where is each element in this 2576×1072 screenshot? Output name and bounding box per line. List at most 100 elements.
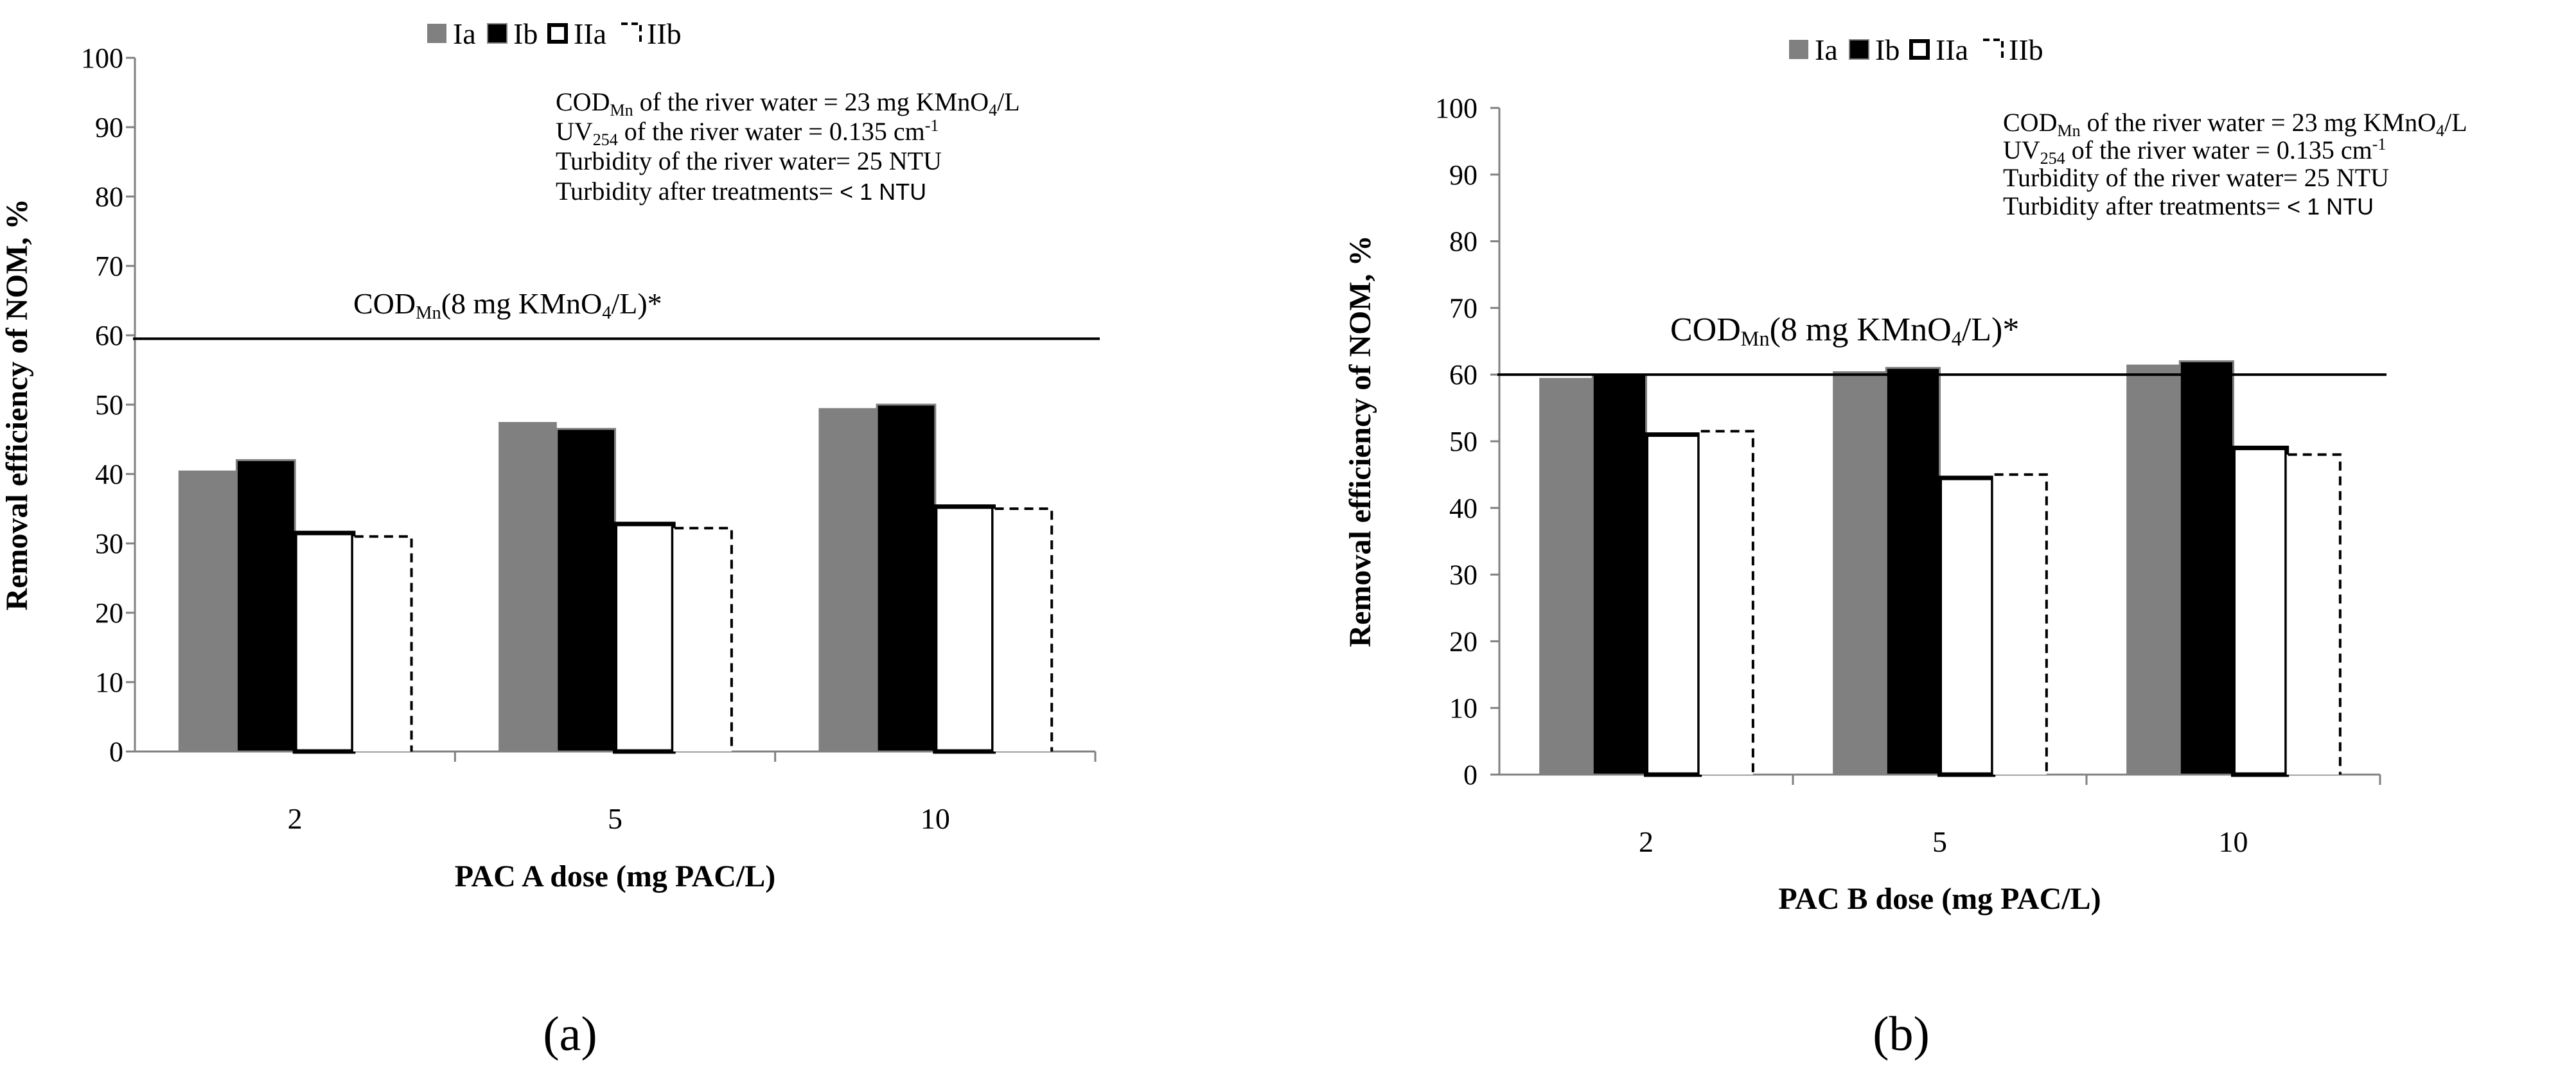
y-tick-label: 0 <box>1463 759 1478 791</box>
y-axis-title: Removal efficiency of NOM, % <box>0 198 34 610</box>
y-tick-label: 50 <box>95 389 123 421</box>
annotation-uv: UV254 of the river water = 0.135 cm-1 <box>556 116 939 149</box>
ann-text: UV <box>556 117 593 146</box>
bar-outline-IIb-2 <box>1700 430 1754 775</box>
bar-Ib-5 <box>556 428 617 753</box>
ref-label-text: (8 mg KMnO <box>1770 312 1952 348</box>
x-tick-label: 5 <box>608 802 622 835</box>
bar-outline-IIb-2 <box>354 535 413 751</box>
x-tick-label: 10 <box>921 802 950 835</box>
ann-text: of the river water = 23 mg KMnO <box>2081 108 2437 137</box>
x-tick-label: 2 <box>288 802 303 835</box>
bar-IIa-10 <box>933 504 996 754</box>
y-tick-label: 40 <box>95 459 123 490</box>
legend-swatch-IIb <box>1983 39 2004 59</box>
ann-sub: Mn <box>2057 121 2080 140</box>
legend-swatch-Ib <box>1849 39 1869 60</box>
x-tick-label: 10 <box>2219 825 2248 858</box>
x-axis-title: PAC B dose (mg PAC/L) <box>1778 882 2101 916</box>
annotation-turbidity-after: Turbidity after treatments= < 1 NTU <box>556 177 926 206</box>
legend-swatch-IIa <box>547 23 568 44</box>
legend-swatch-Ia <box>1789 40 1808 59</box>
ann-text: Turbidity after treatments= <box>556 177 840 206</box>
ann-sub: 254 <box>2040 149 2065 168</box>
annotation-turbidity-river: Turbidity of the river water= 25 NTU <box>556 146 942 175</box>
legend-label-Ia: Ia <box>453 17 476 50</box>
ref-label-text: /L)* <box>1962 312 2020 348</box>
ann-sup: -1 <box>925 116 939 135</box>
x-axis-title: PAC A dose (mg PAC/L) <box>455 859 776 893</box>
legend-label-Ia: Ia <box>1815 33 1838 66</box>
ann-text-sans: < 1 NTU <box>840 179 926 205</box>
annotation-uv: UV254 of the river water = 0.135 cm-1 <box>2003 135 2386 168</box>
y-tick-label: 90 <box>95 112 123 143</box>
ref-label-sub: Mn <box>416 303 441 323</box>
y-tick-label: 30 <box>95 528 123 559</box>
ann-sub: 254 <box>593 130 618 149</box>
ann-text: of the river water = 0.135 cm <box>2065 136 2372 164</box>
bar-outline-IIb-10 <box>994 507 1054 751</box>
ann-text: /L <box>997 87 1020 116</box>
bar-Ia-2 <box>178 470 237 751</box>
ann-sub: 4 <box>989 101 997 119</box>
y-tick-label: 40 <box>1449 493 1478 524</box>
bar-Ib-2 <box>1591 373 1647 776</box>
ann-text: of the river water = 23 mg KMnO <box>633 87 989 116</box>
legend-swatch-IIb <box>621 22 642 43</box>
x-tick-label: 2 <box>1639 825 1654 858</box>
y-tick-label: 100 <box>1435 92 1478 124</box>
y-axis-title: Removal efficiency of NOM, % <box>1343 235 1377 647</box>
legend-label-Ib: Ib <box>513 17 538 50</box>
bar-Ib-10 <box>876 403 937 753</box>
bar-IIb-10 <box>2286 454 2340 775</box>
y-tick-label: 90 <box>1449 159 1478 191</box>
ref-label-text: /L)* <box>611 287 662 320</box>
ann-text: /L <box>2444 108 2467 137</box>
legend: Ia Ib IIa IIb <box>1789 33 2043 66</box>
y-tick-label: 30 <box>1449 559 1478 591</box>
bar-outline-IIb-5 <box>675 527 733 751</box>
ann-text: COD <box>556 87 610 116</box>
legend-label-IIb: IIb <box>2009 33 2043 66</box>
annotation-cod: CODMn of the river water = 23 mg KMnO4/L <box>556 87 1020 119</box>
ann-text: Turbidity after treatments= <box>2003 191 2287 220</box>
legend-swatch-Ib <box>487 23 507 44</box>
ann-sub: Mn <box>610 101 633 119</box>
bar-Ib-10 <box>2178 360 2234 776</box>
y-tick-label: 20 <box>95 597 123 629</box>
ref-label-sub: 4 <box>602 303 611 323</box>
bar-Ia-5 <box>498 422 557 751</box>
ann-sup: -1 <box>2372 135 2386 154</box>
y-tick-label: 50 <box>1449 426 1478 457</box>
ref-label-text: COD <box>353 287 416 320</box>
legend-label-IIb: IIb <box>647 17 682 50</box>
legend-label-IIa: IIa <box>574 17 606 50</box>
bar-IIb-5 <box>1993 474 2047 775</box>
ann-text: of the river water = 0.135 cm <box>618 117 925 146</box>
ann-text: UV <box>2003 136 2040 164</box>
annotation-turbidity-river: Turbidity of the river water= 25 NTU <box>2003 163 2389 192</box>
ann-text-sans: < 1 NTU <box>2287 193 2374 220</box>
bar-outline-IIb-10 <box>2288 453 2342 775</box>
reference-line-label: CODMn(8 mg KMnO4/L)* <box>1670 312 2019 350</box>
legend-label-Ib: Ib <box>1875 33 1900 66</box>
y-tick-label: 70 <box>95 250 123 282</box>
panel-label: (b) <box>1873 1007 1930 1061</box>
panel-label: (a) <box>543 1007 597 1061</box>
legend-label-IIa: IIa <box>1936 33 1968 66</box>
y-tick-label: 80 <box>95 181 123 213</box>
bar-IIb-5 <box>673 528 732 751</box>
bar-IIa-5 <box>613 522 676 754</box>
reference-line-label: CODMn(8 mg KMnO4/L)* <box>353 287 662 323</box>
ann-text: COD <box>2003 108 2057 137</box>
y-tick-label: 100 <box>81 42 123 74</box>
y-tick-label: 0 <box>109 736 123 768</box>
bar-IIa-2 <box>292 531 356 754</box>
bar-Ia-2 <box>1539 378 1593 775</box>
bar-Ia-5 <box>1833 371 1887 775</box>
bar-Ia-10 <box>2126 364 2180 775</box>
ref-label-sub: 4 <box>1952 327 1962 350</box>
bar-IIa-10 <box>2231 445 2289 777</box>
